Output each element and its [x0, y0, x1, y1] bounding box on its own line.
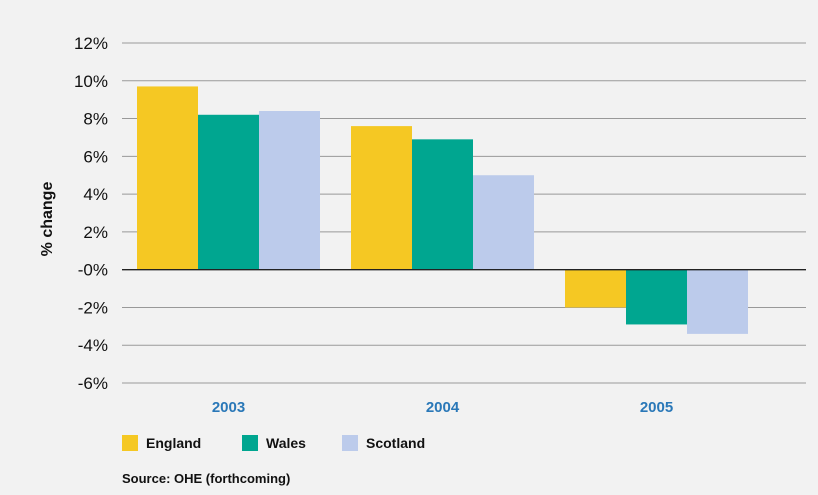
y-tick-label: -4% — [78, 336, 108, 355]
x-category-label: 2005 — [640, 399, 673, 416]
legend-label-england: England — [146, 435, 201, 451]
y-tick-label: -2% — [78, 298, 108, 317]
y-tick-label: 6% — [83, 147, 108, 166]
bar-england-2004 — [351, 126, 412, 270]
bar-wales-2003 — [198, 115, 259, 270]
y-tick-label: 4% — [83, 185, 108, 204]
bar-scotland-2004 — [473, 175, 534, 269]
bar-england-2003 — [137, 86, 198, 269]
bar-england-2005 — [565, 270, 626, 308]
source-note: Source: OHE (forthcoming) — [122, 471, 290, 486]
bar-scotland-2005 — [687, 270, 748, 334]
y-tick-label: 8% — [83, 110, 108, 129]
y-tick-label: 10% — [74, 72, 108, 91]
legend-swatch-wales — [242, 435, 258, 451]
x-category-label: 2003 — [212, 399, 245, 416]
legend-label-scotland: Scotland — [366, 435, 425, 451]
bar-scotland-2003 — [259, 111, 320, 270]
bar-wales-2005 — [626, 270, 687, 325]
legend-swatch-england — [122, 435, 138, 451]
y-axis-label: % change — [39, 182, 56, 257]
legend-swatch-scotland — [342, 435, 358, 451]
x-category-label: 2004 — [426, 399, 460, 416]
y-tick-label: -6% — [78, 374, 108, 393]
y-tick-label: 12% — [74, 34, 108, 53]
legend-label-wales: Wales — [266, 435, 306, 451]
y-tick-label: -0% — [78, 261, 108, 280]
bar-wales-2004 — [412, 139, 473, 269]
y-tick-label: 2% — [83, 223, 108, 242]
